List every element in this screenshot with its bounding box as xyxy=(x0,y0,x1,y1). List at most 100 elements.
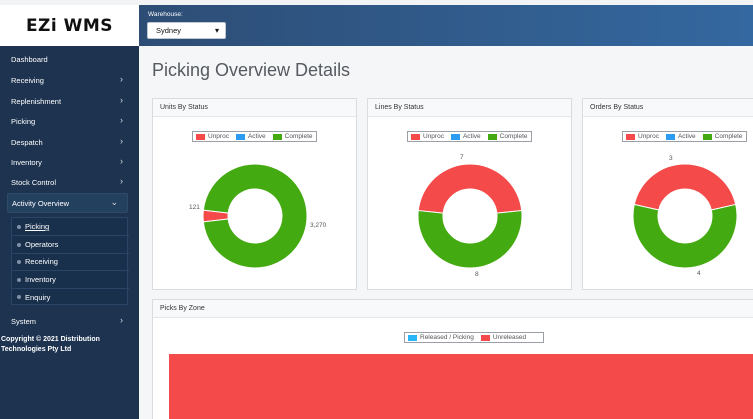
legend-item-active[interactable]: Active xyxy=(450,133,481,140)
sidebar-item-label: System xyxy=(11,316,37,326)
donut-slice-unproc[interactable] xyxy=(417,163,523,214)
page-title: Picking Overview Details xyxy=(152,60,351,80)
bullet-icon xyxy=(17,278,21,282)
submenu-item-label: Enquiry xyxy=(25,292,51,302)
legend-item-complete[interactable]: Complete xyxy=(487,133,528,140)
legend-swatch xyxy=(626,133,635,140)
submenu-item-operators[interactable]: Operators xyxy=(12,236,129,254)
bullet-icon xyxy=(17,225,21,229)
chevron-right-icon: › xyxy=(120,176,123,186)
legend-item-complete[interactable]: Complete xyxy=(272,133,313,140)
slice-value-label-unproc: 121 xyxy=(189,204,200,211)
bullet-icon xyxy=(17,260,21,264)
submenu-item-enquiry[interactable]: Enquiry xyxy=(12,288,129,306)
chevron-right-icon: › xyxy=(120,156,123,166)
units-by-status-card: Units By Status Unproc Active Complete 1… xyxy=(152,98,357,290)
sidebar-item-activity-overview[interactable]: Activity Overview ⌄ xyxy=(7,193,128,213)
sidebar-item-label: Inventory xyxy=(11,157,42,167)
donut-slice-complete[interactable] xyxy=(202,163,308,269)
legend-item-complete[interactable]: Complete xyxy=(702,133,743,140)
sidebar-item-label: Picking xyxy=(11,116,36,126)
sidebar-item-stock-control[interactable]: Stock Control › xyxy=(0,172,139,192)
lines-by-status-card: Lines By Status Unproc Active Complete 7… xyxy=(367,98,572,290)
lines-donut-chart xyxy=(417,163,523,269)
warehouse-select-value: Sydney xyxy=(156,26,182,35)
legend-swatch xyxy=(487,133,497,140)
legend-item-unproc[interactable]: Unproc xyxy=(411,133,444,140)
legend-item-unproc[interactable]: Unproc xyxy=(196,133,229,140)
legend-swatch xyxy=(196,133,205,140)
bullet-icon xyxy=(17,243,21,247)
sidebar-item-receiving[interactable]: Receiving › xyxy=(0,70,139,90)
legend-label: Unreleased xyxy=(492,334,527,341)
legend-swatch xyxy=(408,334,417,341)
legend-swatch xyxy=(272,133,282,140)
chevron-down-icon: ⌄ xyxy=(110,197,118,207)
legend-item-active[interactable]: Active xyxy=(235,133,266,140)
legend-label: Active xyxy=(462,133,481,140)
chart-legend: Unproc Active Complete xyxy=(622,131,747,142)
chevron-right-icon: › xyxy=(120,74,123,84)
legend-label: Unproc xyxy=(638,133,659,140)
submenu-item-label: Operators xyxy=(25,240,59,249)
submenu-item-picking[interactable]: Picking xyxy=(12,218,129,236)
units-donut-chart xyxy=(202,163,308,269)
submenu-item-inventory[interactable]: Inventory xyxy=(12,271,129,289)
legend-label: Released / Picking xyxy=(420,334,474,341)
legend-item-active[interactable]: Active xyxy=(665,133,696,140)
sidebar-item-label: Stock Control xyxy=(11,177,57,187)
legend-swatch xyxy=(480,334,490,341)
legend-item-unproc[interactable]: Unproc xyxy=(626,133,659,140)
legend-label: Active xyxy=(677,133,696,140)
logo[interactable]: EZi WMS xyxy=(0,5,139,46)
logo-text: EZi WMS xyxy=(25,15,114,36)
warehouse-select[interactable]: Sydney ▾ xyxy=(147,22,226,39)
sidebar-item-system[interactable]: System › xyxy=(0,311,139,331)
donut-slice-complete[interactable] xyxy=(417,210,523,269)
submenu-item-label: Inventory xyxy=(25,275,56,284)
top-bar: Warehouse: Sydney ▾ xyxy=(139,5,753,46)
sidebar-item-label: Activity Overview xyxy=(12,198,70,208)
legend-swatch xyxy=(702,133,712,140)
chevron-right-icon: › xyxy=(120,315,123,325)
legend-item-unreleased[interactable]: Unreleased xyxy=(480,334,527,341)
legend-label: Unproc xyxy=(423,133,444,140)
sidebar-item-label: Replenishment xyxy=(11,96,62,106)
copyright-text: Copyright © 2021 Distribution Technologi… xyxy=(1,336,100,353)
card-title: Orders By Status xyxy=(583,99,753,117)
sidebar-item-dashboard[interactable]: Dashboard xyxy=(0,49,139,69)
orders-by-status-card: Orders By Status Unproc Active Complete … xyxy=(582,98,753,290)
donut-slice-unproc[interactable] xyxy=(633,163,737,211)
legend-label: Complete xyxy=(714,133,743,140)
activity-overview-submenu: Picking Operators Receiving Inventory En… xyxy=(11,217,129,306)
sidebar-item-picking[interactable]: Picking › xyxy=(0,111,139,131)
legend-swatch xyxy=(450,133,460,140)
slice-value-label-unproc: 7 xyxy=(460,154,464,161)
card-title: Picks By Zone xyxy=(153,300,753,318)
chevron-right-icon: › xyxy=(120,95,123,105)
chart-legend: Released / Picking Unreleased xyxy=(404,332,544,343)
legend-swatch xyxy=(665,133,675,140)
legend-swatch xyxy=(411,133,420,140)
legend-item-released[interactable]: Released / Picking xyxy=(408,334,474,341)
chevron-down-icon: ▾ xyxy=(214,26,219,35)
submenu-item-receiving[interactable]: Receiving xyxy=(12,253,129,271)
sidebar-item-label: Despatch xyxy=(11,137,43,147)
legend-swatch xyxy=(235,133,245,140)
chevron-right-icon: › xyxy=(120,115,123,125)
card-title: Lines By Status xyxy=(368,99,571,117)
donut-slice-complete[interactable] xyxy=(632,203,738,269)
chart-legend: Unproc Active Complete xyxy=(192,131,317,142)
slice-value-label-complete: 3,270 xyxy=(310,222,327,229)
chart-legend: Unproc Active Complete xyxy=(407,131,532,142)
sidebar-item-despatch[interactable]: Despatch › xyxy=(0,132,139,152)
sidebar-item-label: Receiving xyxy=(11,75,44,85)
top-strip xyxy=(0,0,753,5)
slice-value-label-complete: 8 xyxy=(475,271,479,278)
sidebar-item-inventory[interactable]: Inventory › xyxy=(0,152,139,172)
submenu-item-label: Receiving xyxy=(25,257,58,266)
sidebar-item-label: Dashboard xyxy=(11,54,48,64)
sidebar-item-replenishment[interactable]: Replenishment › xyxy=(0,91,139,111)
picks-by-zone-bar[interactable] xyxy=(169,354,753,419)
card-title: Units By Status xyxy=(153,99,356,117)
